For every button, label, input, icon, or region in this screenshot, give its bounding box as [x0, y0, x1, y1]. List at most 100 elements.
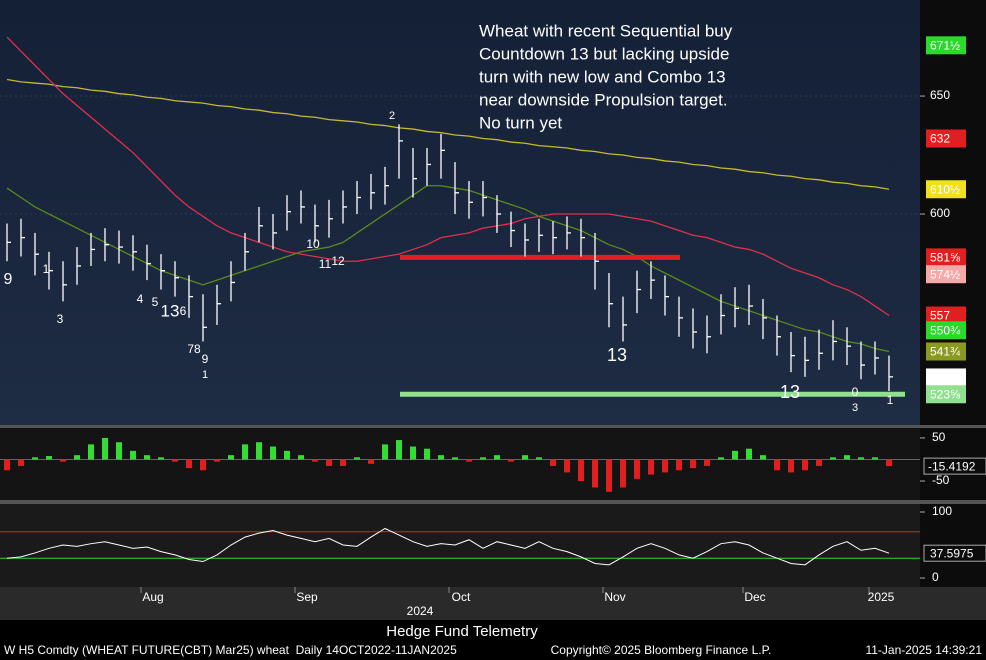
- histogram-bar: [410, 446, 416, 460]
- histogram-bar: [676, 459, 682, 471]
- price-tag-label: 523⅝: [930, 387, 961, 401]
- histogram-bar: [312, 459, 318, 462]
- histogram-bar: [760, 455, 766, 460]
- moving-average: [6, 78, 890, 190]
- count-label: 13: [607, 345, 627, 365]
- price-tag: [926, 368, 966, 387]
- histogram-bar: [452, 457, 458, 460]
- x-tick-label: Sep: [296, 590, 318, 604]
- count-label: 11: [319, 257, 332, 271]
- y-tick-label: 0: [932, 570, 939, 584]
- histogram-bar: [816, 459, 822, 466]
- price-tag: [926, 385, 966, 404]
- x-axis-area: [0, 587, 986, 620]
- panel-divider: [0, 500, 986, 504]
- count-label: 9: [4, 271, 13, 288]
- histogram-bar: [592, 459, 598, 488]
- histogram-bar: [102, 437, 108, 460]
- count-label: 2: [389, 110, 395, 122]
- histogram-bar: [256, 442, 262, 460]
- histogram-bar: [228, 455, 234, 460]
- histogram-bar: [550, 459, 556, 466]
- annotation: near downside Propulsion target.: [479, 90, 728, 109]
- x-tick-label: Nov: [604, 590, 625, 604]
- count-label: 0: [852, 385, 859, 399]
- histogram-bar: [508, 459, 514, 462]
- oscillator-line: [6, 527, 890, 566]
- count-label: 78: [187, 342, 201, 356]
- histogram-bar: [578, 459, 584, 482]
- annotation: turn with new low and Combo 13: [479, 67, 726, 86]
- annotation: Countdown 13 but lacking upside: [479, 44, 729, 63]
- price-tag: [926, 36, 966, 55]
- histogram-bar: [172, 459, 178, 462]
- price-tag: [926, 321, 966, 340]
- histogram-bar: [620, 459, 626, 488]
- histogram-bar: [88, 444, 94, 460]
- histogram-bar: [774, 459, 780, 471]
- annotation: No turn yet: [479, 113, 562, 132]
- price-tag-label: 574½: [930, 267, 960, 281]
- histogram-bar: [830, 457, 836, 460]
- count-label: 13: [780, 382, 800, 402]
- histogram-bar: [536, 457, 542, 460]
- year-label: 2024: [407, 604, 434, 618]
- histogram-bar: [606, 459, 612, 492]
- histogram-bar: [74, 455, 80, 460]
- price-tag-label: 610½: [930, 182, 960, 196]
- price-tag: [926, 129, 966, 148]
- histogram-bar: [662, 459, 668, 473]
- histogram-bar: [732, 450, 738, 460]
- count-label: 1: [887, 393, 894, 407]
- price-tag: [926, 265, 966, 284]
- y-tick-label: 600: [930, 206, 950, 220]
- count-label: 10: [306, 237, 320, 251]
- footer: [0, 620, 986, 660]
- histogram-bar: [200, 459, 206, 471]
- price-tag: [926, 342, 966, 361]
- histogram-bar: [396, 440, 402, 460]
- count-label: 12: [331, 254, 345, 268]
- brand: Hedge Fund Telemetry: [386, 623, 538, 640]
- histogram-bar: [844, 455, 850, 460]
- copyright: Copyright© 2025 Bloomberg Finance L.P.: [551, 643, 772, 657]
- y-tick-label: 100: [932, 504, 952, 518]
- x-tick-label: Oct: [452, 590, 471, 604]
- price-tag: [926, 180, 966, 199]
- histogram-bar: [788, 459, 794, 473]
- histogram-bar: [158, 457, 164, 460]
- count-label: 9: [202, 352, 209, 366]
- histogram-bar: [242, 444, 248, 460]
- histogram-bar: [60, 459, 66, 462]
- histogram-bar: [886, 459, 892, 467]
- count-label: 4: [137, 292, 144, 306]
- price-tag-label: 550¾: [930, 323, 961, 337]
- histogram-bar: [298, 455, 304, 460]
- histogram-bar: [494, 455, 500, 460]
- price-tag-label: 541¾: [930, 345, 961, 359]
- count-label: 3: [57, 312, 64, 326]
- moving-average: [6, 36, 890, 317]
- count-label: 3: [852, 402, 858, 414]
- histogram-bar: [368, 459, 374, 464]
- timestamp: 11-Jan-2025 14:39:21: [865, 643, 982, 657]
- histogram-bar: [522, 455, 528, 460]
- histogram-bar: [46, 456, 52, 460]
- value-tag-label: 37.5975: [930, 546, 974, 560]
- histogram-bar: [872, 457, 878, 460]
- value-tag: [923, 544, 986, 562]
- histogram-bar: [704, 459, 710, 466]
- y-tick-label: 50: [932, 430, 946, 444]
- histogram-bar: [438, 455, 444, 460]
- price-tag-label: 671½: [930, 38, 960, 52]
- annotation: Wheat with recent Sequential buy: [479, 21, 733, 40]
- histogram-bar: [858, 457, 864, 460]
- y-tick-label: -50: [932, 473, 950, 487]
- price-tag: [926, 248, 966, 267]
- histogram-bar: [4, 459, 10, 471]
- value-tag-label: -15.4192: [928, 459, 976, 473]
- axis-area: [920, 0, 986, 587]
- oscillator-panel: [0, 504, 920, 587]
- histogram-bar: [18, 459, 24, 466]
- x-tick-label: Dec: [744, 590, 765, 604]
